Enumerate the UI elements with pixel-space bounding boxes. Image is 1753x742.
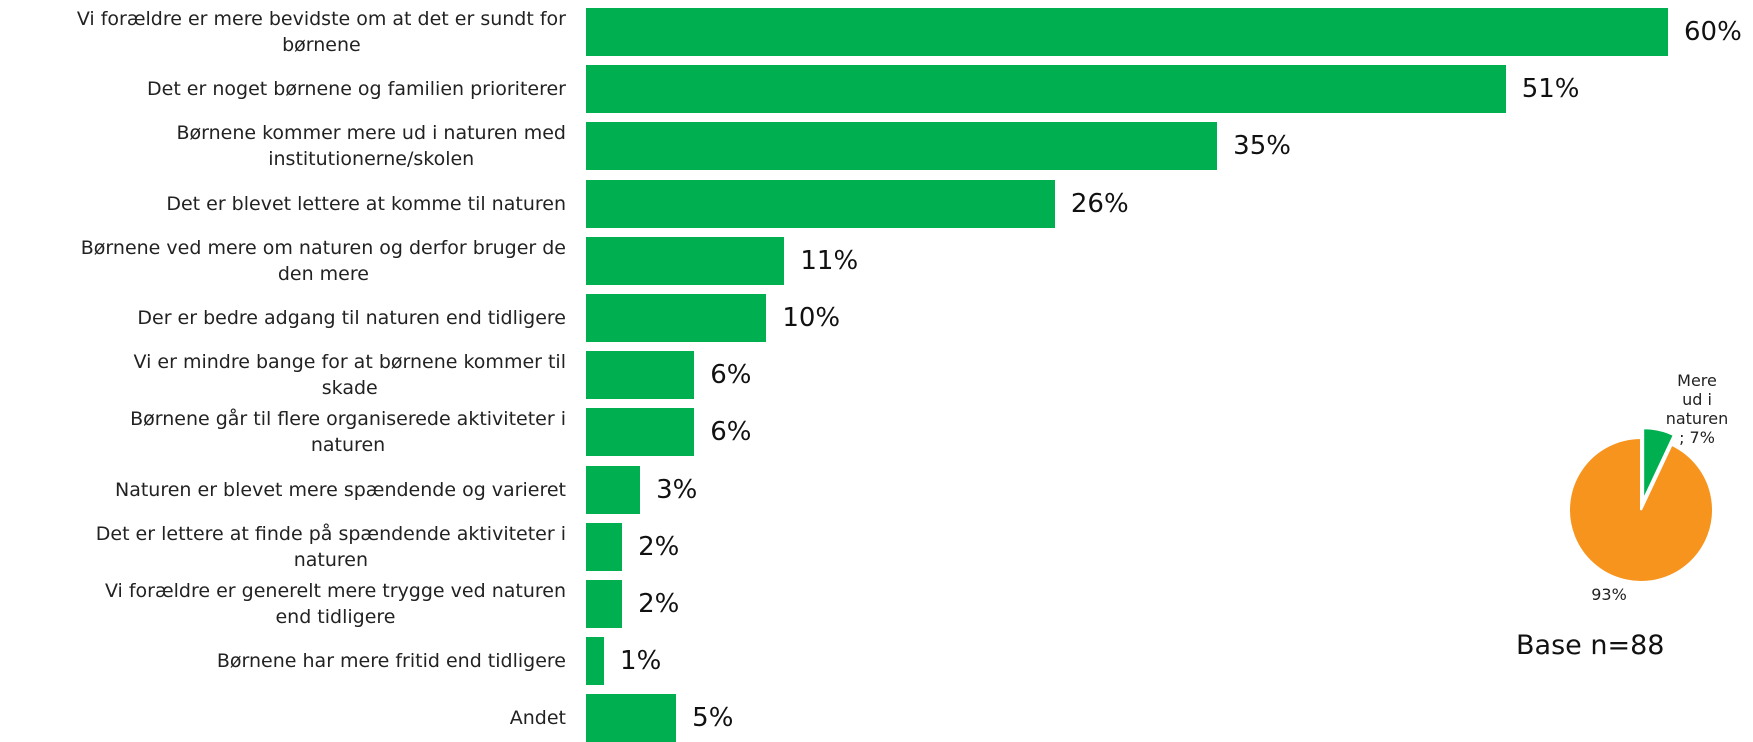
category-label: Børnene har mere fritid end tidligere	[0, 637, 566, 685]
category-label-text: Vi forældre er generelt mere trygge ved …	[104, 580, 566, 628]
category-label: Det er blevet lettere at komme til natur…	[0, 180, 566, 228]
value-label: 51%	[1521, 74, 1580, 105]
pie-slice	[1568, 436, 1714, 583]
value-label: 5%	[692, 703, 734, 734]
category-label-text: Naturen er blevet mere spændende og vari…	[115, 478, 566, 501]
bar	[586, 351, 695, 400]
pie-slice	[1642, 427, 1676, 501]
bar	[586, 65, 1506, 114]
bar	[586, 179, 1055, 228]
category-label-text: Vi forældre er mere bevidste om at det e…	[76, 8, 566, 56]
bar	[586, 694, 677, 742]
bar	[586, 465, 641, 514]
category-label: Vi er mindre bange for at børnene kommer…	[0, 351, 566, 399]
category-label-text: Det er blevet lettere at komme til natur…	[166, 192, 566, 215]
value-label: 2%	[638, 531, 680, 562]
bar	[586, 236, 785, 285]
value-label: 35%	[1233, 131, 1291, 162]
value-label: 2%	[638, 589, 680, 619]
value-label: 6%	[710, 360, 752, 391]
pie-slice-label: Mere ud i naturen; 7%	[1666, 371, 1729, 447]
category-label-text: Børnene har mere fritid end tidligere	[216, 650, 566, 673]
category-label: Børnene går til flere organiserede aktiv…	[0, 408, 566, 456]
category-label-text: Børnene kommer mere ud i naturen med inst…	[176, 122, 566, 171]
bar	[586, 294, 767, 342]
value-label: 3%	[656, 474, 698, 505]
category-label-text: Der er bedre adgang til naturen end tidl…	[137, 307, 566, 329]
category-label-text: Vi er mindre bange for at børnene kommer…	[133, 351, 566, 400]
bar	[586, 408, 695, 457]
bar	[586, 522, 623, 571]
category-label: Der er bedre adgang til naturen end tidl…	[0, 294, 566, 342]
bar	[586, 580, 623, 628]
category-label: Vi forældre er mere bevidste om at det e…	[0, 8, 566, 56]
category-label-text: Andet	[509, 707, 566, 730]
category-label: Børnene ved mere om naturen og derfor br…	[0, 237, 566, 285]
pie-slice-label: 93%	[1591, 585, 1627, 604]
category-label-text: Børnene går til flere organiserede aktiv…	[130, 408, 566, 457]
value-label: 1%	[620, 646, 662, 677]
bar	[586, 637, 605, 686]
category-label-text: Børnene ved mere om naturen og derfor br…	[80, 236, 566, 285]
category-label: Det er lettere at finde på spændende akt…	[0, 523, 566, 571]
value-label: 6%	[710, 417, 752, 448]
pie-chart: Mere ud i naturen; 7% 93%	[1568, 371, 1728, 604]
value-label: 11%	[800, 245, 859, 276]
bar	[586, 8, 1668, 56]
pie-base-label: Base n=88	[1516, 630, 1665, 661]
category-label-text: Det er noget børnene og familien priorit…	[147, 78, 566, 101]
value-label: 10%	[782, 303, 841, 333]
category-label: Det er noget børnene og familien priorit…	[0, 65, 566, 113]
category-label: Børnene kommer mere ud i naturen med inst…	[0, 122, 566, 170]
category-label: Vi forældre er generelt mere trygge ved …	[0, 580, 566, 628]
value-label: 60%	[1684, 17, 1742, 47]
category-label: Naturen er blevet mere spændende og vari…	[0, 466, 566, 514]
category-label-text: Det er lettere at finde på spændende akt…	[95, 522, 566, 571]
value-label: 26%	[1070, 188, 1129, 219]
bar	[586, 122, 1218, 171]
category-label: Andet	[0, 694, 566, 742]
